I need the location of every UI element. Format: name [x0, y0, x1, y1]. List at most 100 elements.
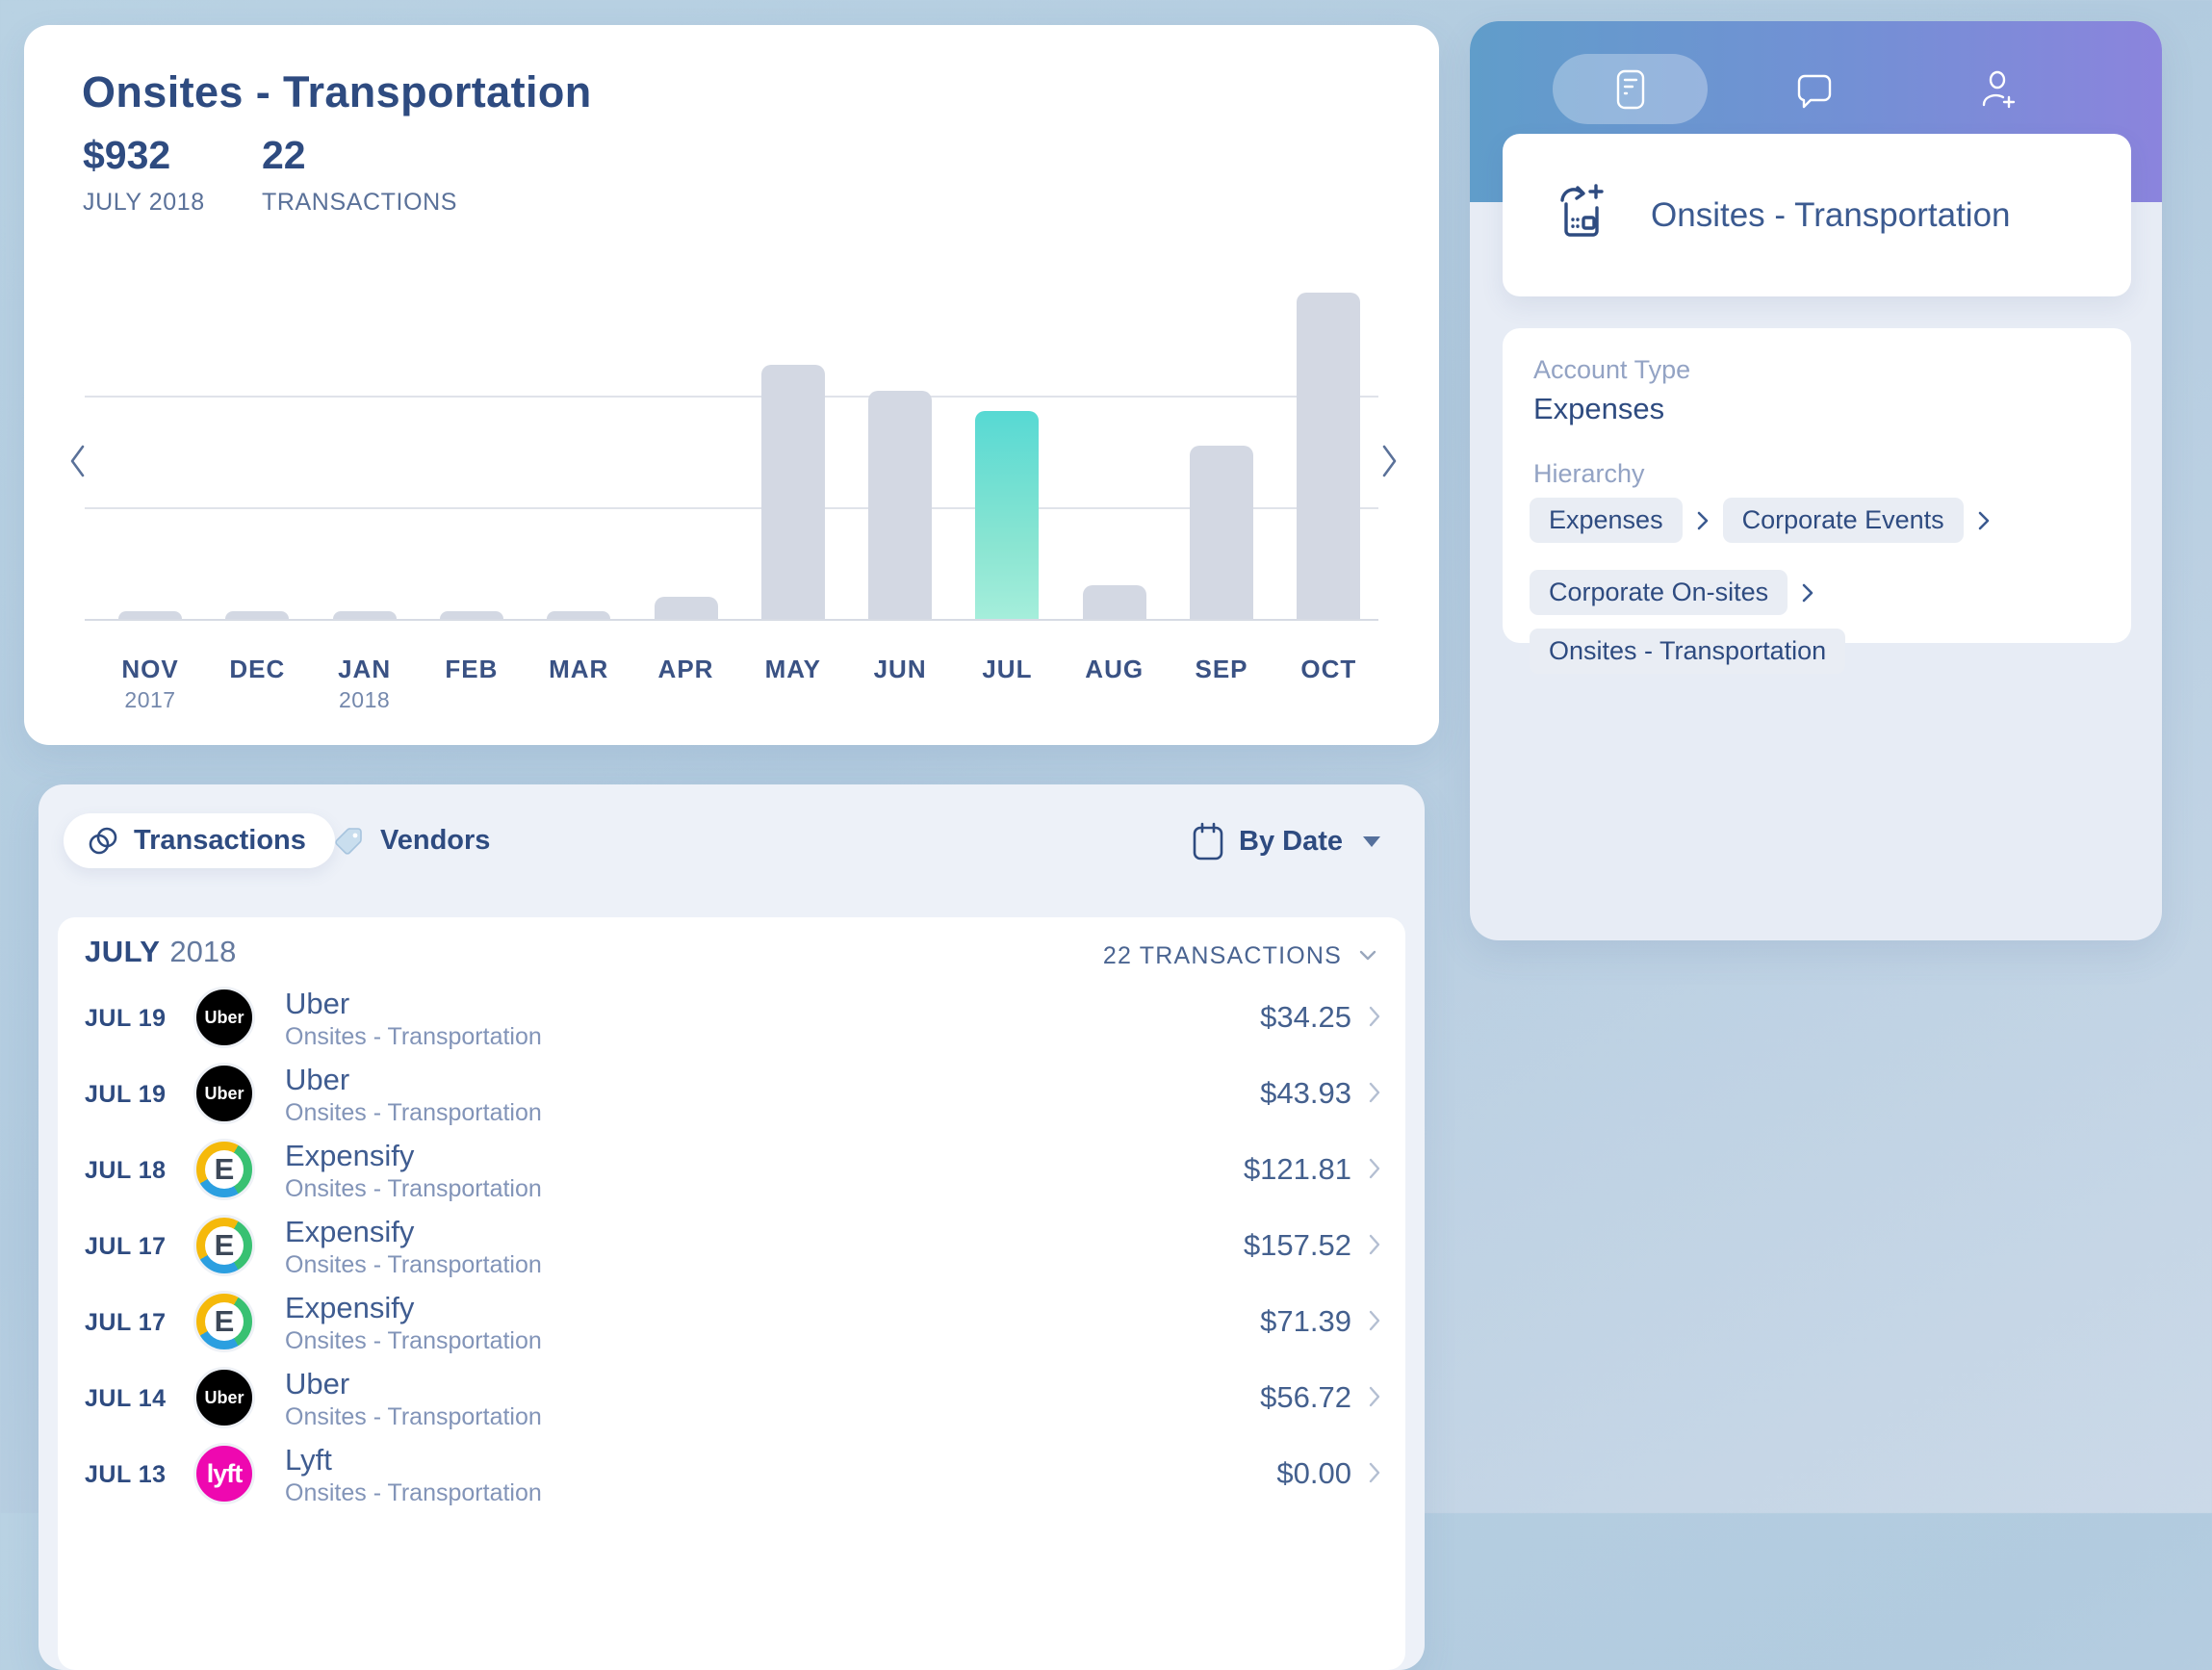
- transaction-amount: $43.93: [1260, 1076, 1351, 1110]
- month-label-jan: JAN: [338, 655, 392, 683]
- detail-panel: Onsites - Transportation Account Type Ex…: [1470, 21, 2162, 940]
- table-row[interactable]: JUL 18 E Expensify Onsites - Transportat…: [58, 1131, 1405, 1207]
- table-row[interactable]: JUL 19 Uber Uber Onsites - Transportatio…: [58, 1055, 1405, 1131]
- panel-tab-comments[interactable]: [1736, 54, 1891, 124]
- chevron-right-icon: [1788, 581, 1828, 604]
- transaction-amount: $0.00: [1276, 1456, 1351, 1490]
- hierarchy-breadcrumb: Expenses Corporate Events Corporate On-sit…: [1530, 498, 2111, 674]
- chevron-left-icon: [70, 445, 85, 477]
- open-transaction-button[interactable]: [1365, 1460, 1384, 1490]
- transaction-amount: $56.72: [1260, 1380, 1351, 1414]
- month-total-label: JULY 2018: [83, 189, 205, 216]
- transaction-category: Onsites - Transportation: [285, 1175, 542, 1202]
- transaction-amount: $157.52: [1243, 1228, 1351, 1262]
- hierarchy-chip[interactable]: Corporate Events: [1722, 498, 1964, 543]
- chart-next-button[interactable]: [1370, 440, 1408, 482]
- table-row[interactable]: JUL 13 lyft Lyft Onsites - Transportatio…: [58, 1435, 1405, 1511]
- account-ledger-icon: [1553, 183, 1612, 247]
- open-transaction-button[interactable]: [1365, 1384, 1384, 1414]
- chart-bar-may[interactable]: [760, 364, 825, 619]
- vendor-logo-uber: Uber: [193, 987, 255, 1048]
- transaction-date: JUL 18: [85, 1157, 167, 1184]
- group-header[interactable]: JULY 2018 22 TRANSACTIONS: [58, 917, 1405, 979]
- table-row[interactable]: JUL 17 E Expensify Onsites - Transportat…: [58, 1207, 1405, 1283]
- account-title-card: Onsites - Transportation: [1503, 134, 2131, 296]
- chevron-right-icon: [1369, 1462, 1380, 1483]
- open-transaction-button[interactable]: [1365, 1308, 1384, 1338]
- chevron-right-icon: [1369, 1082, 1380, 1103]
- vendor-logo-uber: Uber: [193, 1367, 255, 1428]
- open-transaction-button[interactable]: [1365, 1156, 1384, 1186]
- chart-bar-nov[interactable]: [118, 610, 182, 619]
- chart-baseline: [85, 619, 1378, 621]
- open-transaction-button[interactable]: [1365, 1004, 1384, 1034]
- hierarchy-label: Hierarchy: [1533, 459, 1645, 488]
- tab-transactions-label: Transactions: [134, 825, 306, 856]
- group-year: 2018: [169, 935, 237, 968]
- table-row[interactable]: JUL 17 E Expensify Onsites - Transportat…: [58, 1283, 1405, 1359]
- sort-by-date-dropdown[interactable]: By Date: [1192, 817, 1380, 865]
- chart-prev-button[interactable]: [59, 440, 97, 482]
- month-label-dec: DEC: [229, 655, 286, 683]
- vendor-logo-text: E: [214, 1152, 235, 1186]
- chart-bar-dec[interactable]: [225, 610, 290, 619]
- vendor-logo-text: lyft: [206, 1458, 243, 1488]
- month-label-jun: JUN: [873, 655, 927, 683]
- chevron-right-icon: [1369, 1158, 1380, 1179]
- transaction-date: JUL 17: [85, 1309, 167, 1336]
- transaction-category: Onsites - Transportation: [285, 1023, 542, 1050]
- tab-transactions[interactable]: Transactions: [64, 813, 335, 868]
- chart-bar-sep[interactable]: [1190, 446, 1253, 619]
- table-row[interactable]: JUL 14 Uber Uber Onsites - Transportatio…: [58, 1359, 1405, 1435]
- chevron-right-icon: [1369, 1234, 1380, 1255]
- transaction-amount: $71.39: [1260, 1304, 1351, 1338]
- table-row[interactable]: JUL 19 Uber Uber Onsites - Transportatio…: [58, 979, 1405, 1055]
- chevron-right-icon: [1369, 1310, 1380, 1331]
- chart-bar-jan[interactable]: [332, 610, 397, 619]
- vendor-logo-expensify: E: [193, 1139, 255, 1200]
- vendor-name: Lyft: [285, 1443, 332, 1477]
- receipt-icon: [1616, 69, 1644, 109]
- transactions-list-card: JULY 2018 22 TRANSACTIONS JUL 19 Uber Ube…: [58, 917, 1405, 1670]
- chart-bar-mar[interactable]: [547, 610, 611, 619]
- chevron-right-icon: [1964, 509, 2004, 532]
- tag-icon: [335, 827, 362, 855]
- open-transaction-button[interactable]: [1365, 1232, 1384, 1262]
- chart-bar-aug[interactable]: [1082, 585, 1146, 619]
- vendor-logo-text: E: [214, 1304, 235, 1338]
- chart-bar-apr[interactable]: [654, 596, 718, 619]
- vendor-logo-text: Uber: [204, 1007, 244, 1027]
- vendor-logo-text: E: [214, 1228, 235, 1262]
- hierarchy-chip[interactable]: Corporate On-sites: [1530, 570, 1788, 615]
- transaction-count: 22: [262, 133, 306, 177]
- panel-tab-share[interactable]: [1920, 54, 2075, 124]
- hierarchy-chip[interactable]: Onsites - Transportation: [1530, 629, 1846, 674]
- chevron-right-icon: [1382, 445, 1397, 477]
- tab-vendors[interactable]: Vendors: [310, 813, 519, 868]
- transactions-card: Transactions Vendors By Date JULY 2018 22…: [39, 784, 1425, 1670]
- chart-bar-jul[interactable]: [975, 410, 1040, 619]
- page-title: Onsites - Transportation: [82, 67, 592, 116]
- group-count: 22 TRANSACTIONS: [1102, 942, 1342, 969]
- vendor-name: Expensify: [285, 1215, 415, 1248]
- year-label-2018: 2018: [339, 687, 391, 712]
- transaction-category: Onsites - Transportation: [285, 1403, 542, 1430]
- vendor-name: Expensify: [285, 1139, 415, 1172]
- vendor-name: Expensify: [285, 1291, 415, 1324]
- open-transaction-button[interactable]: [1365, 1080, 1384, 1110]
- chart-bar-feb[interactable]: [439, 610, 503, 619]
- vendor-logo-text: Uber: [204, 1387, 244, 1407]
- month-label-mar: MAR: [549, 655, 609, 683]
- hierarchy-chip[interactable]: Expenses: [1530, 498, 1683, 543]
- chart-bar-oct[interactable]: [1297, 293, 1361, 619]
- calendar-icon: [1193, 822, 1223, 861]
- transaction-amount: $34.25: [1260, 1000, 1351, 1034]
- sort-label: By Date: [1239, 825, 1343, 857]
- collapse-group-button[interactable]: [1355, 942, 1380, 972]
- chart-bar-jun[interactable]: [868, 391, 933, 619]
- transaction-category: Onsites - Transportation: [285, 1327, 542, 1354]
- panel-tab-details[interactable]: [1553, 54, 1708, 124]
- transaction-count-label: TRANSACTIONS: [262, 189, 458, 216]
- vendor-logo-expensify: E: [193, 1291, 255, 1352]
